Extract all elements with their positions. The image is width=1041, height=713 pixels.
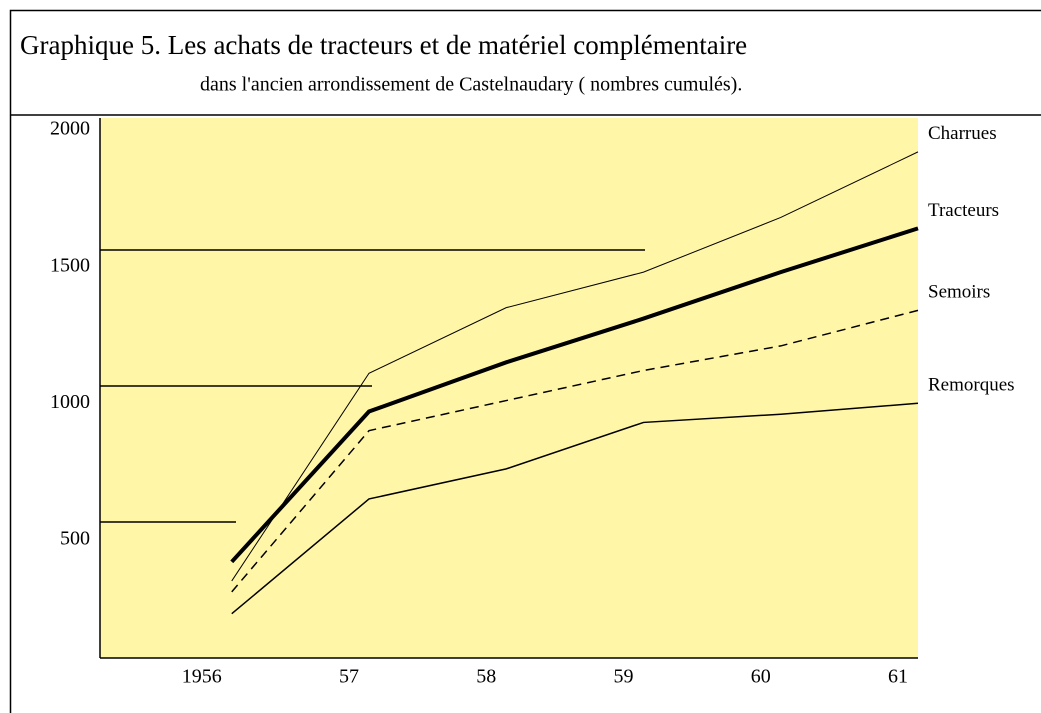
y-tick-label: 2000 [50,118,90,140]
plot-area [100,118,918,658]
series-line [231,402,919,615]
x-tick-label: 60 [751,666,771,688]
series-line [230,226,919,564]
series-label: Tracteurs [928,200,999,221]
x-tick-label: 1956 [182,666,222,688]
x-tick-label: 58 [476,666,496,688]
series-line [231,151,919,582]
chart-subtitle: dans l'ancien arrondissement de Castelna… [200,74,742,96]
series-label: Remorques [928,375,1015,396]
chart-title: Graphique 5. Les achats de tracteurs et … [20,30,747,60]
series-label: Charrues [928,123,997,144]
series-line [231,309,919,593]
y-tick-label: 500 [60,528,90,550]
x-tick-label: 59 [614,666,634,688]
series-label: Semoirs [928,282,990,303]
x-tick-label: 61 [888,666,908,688]
x-tick-label: 57 [339,666,359,688]
y-tick-label: 1000 [50,391,90,413]
y-tick-label: 1500 [50,254,90,276]
